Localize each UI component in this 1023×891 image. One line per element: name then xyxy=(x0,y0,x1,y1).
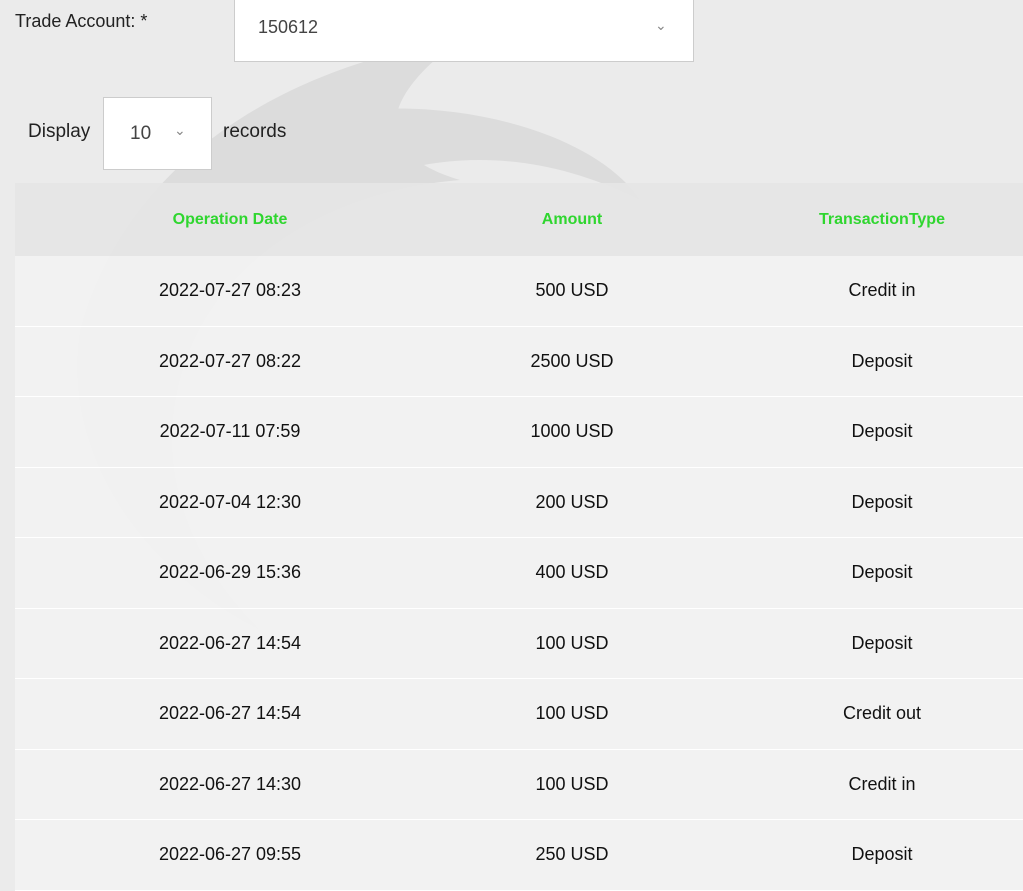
cell-amount: 500 USD xyxy=(445,256,699,327)
cell-amount: 100 USD xyxy=(445,608,699,679)
records-per-page-value: 10 xyxy=(130,123,152,144)
display-label: Display xyxy=(28,121,91,142)
table-row: 2022-06-27 09:55 250 USD Deposit xyxy=(15,819,1023,891)
cell-transaction-type: Deposit xyxy=(699,819,1023,891)
cell-operation-date: 2022-06-27 14:54 xyxy=(15,678,445,750)
chevron-down-icon: ⌄ xyxy=(174,122,186,138)
cell-amount: 250 USD xyxy=(445,819,699,891)
cell-operation-date: 2022-07-04 12:30 xyxy=(15,467,445,538)
cell-operation-date: 2022-07-27 08:23 xyxy=(15,256,445,327)
table-row: 2022-06-27 14:30 100 USD Credit in xyxy=(15,749,1023,820)
cell-transaction-type: Deposit xyxy=(699,326,1023,397)
column-header-transaction-type[interactable]: TransactionType xyxy=(699,183,1023,256)
records-label: records xyxy=(223,121,287,142)
cell-transaction-type: Credit out xyxy=(699,678,1023,750)
column-header-amount[interactable]: Amount xyxy=(445,183,699,256)
cell-amount: 100 USD xyxy=(445,678,699,750)
transactions-table: Operation Date Amount TransactionType 20… xyxy=(15,183,1023,891)
cell-operation-date: 2022-06-27 14:54 xyxy=(15,608,445,679)
cell-transaction-type: Deposit xyxy=(699,608,1023,679)
cell-transaction-type: Deposit xyxy=(699,467,1023,538)
cell-amount: 200 USD xyxy=(445,467,699,538)
cell-operation-date: 2022-07-27 08:22 xyxy=(15,326,445,397)
cell-amount: 100 USD xyxy=(445,749,699,820)
table-header-row: Operation Date Amount TransactionType xyxy=(15,183,1023,256)
chevron-down-icon: ⌄ xyxy=(655,17,667,33)
trade-account-select[interactable]: 150612 ⌄ xyxy=(234,0,694,62)
cell-operation-date: 2022-06-27 09:55 xyxy=(15,819,445,891)
cell-operation-date: 2022-06-29 15:36 xyxy=(15,537,445,609)
table-row: 2022-07-27 08:22 2500 USD Deposit xyxy=(15,326,1023,397)
table-row: 2022-07-04 12:30 200 USD Deposit xyxy=(15,467,1023,538)
cell-transaction-type: Credit in xyxy=(699,256,1023,327)
cell-transaction-type: Deposit xyxy=(699,537,1023,609)
cell-operation-date: 2022-06-27 14:30 xyxy=(15,749,445,820)
cell-amount: 400 USD xyxy=(445,537,699,609)
trade-account-label: Trade Account: * xyxy=(15,11,148,31)
table-row: 2022-06-29 15:36 400 USD Deposit xyxy=(15,537,1023,609)
cell-amount: 2500 USD xyxy=(445,326,699,397)
table-row: 2022-07-27 08:23 500 USD Credit in xyxy=(15,256,1023,327)
cell-operation-date: 2022-07-11 07:59 xyxy=(15,396,445,468)
cell-transaction-type: Credit in xyxy=(699,749,1023,820)
trade-account-value: 150612 xyxy=(258,17,319,37)
cell-transaction-type: Deposit xyxy=(699,396,1023,468)
table-row: 2022-06-27 14:54 100 USD Deposit xyxy=(15,608,1023,679)
table-row: 2022-06-27 14:54 100 USD Credit out xyxy=(15,678,1023,750)
column-header-operation-date[interactable]: Operation Date xyxy=(15,183,445,256)
table-row: 2022-07-11 07:59 1000 USD Deposit xyxy=(15,396,1023,468)
cell-amount: 1000 USD xyxy=(445,396,699,468)
records-per-page-select[interactable]: 10 ⌄ xyxy=(103,97,212,170)
